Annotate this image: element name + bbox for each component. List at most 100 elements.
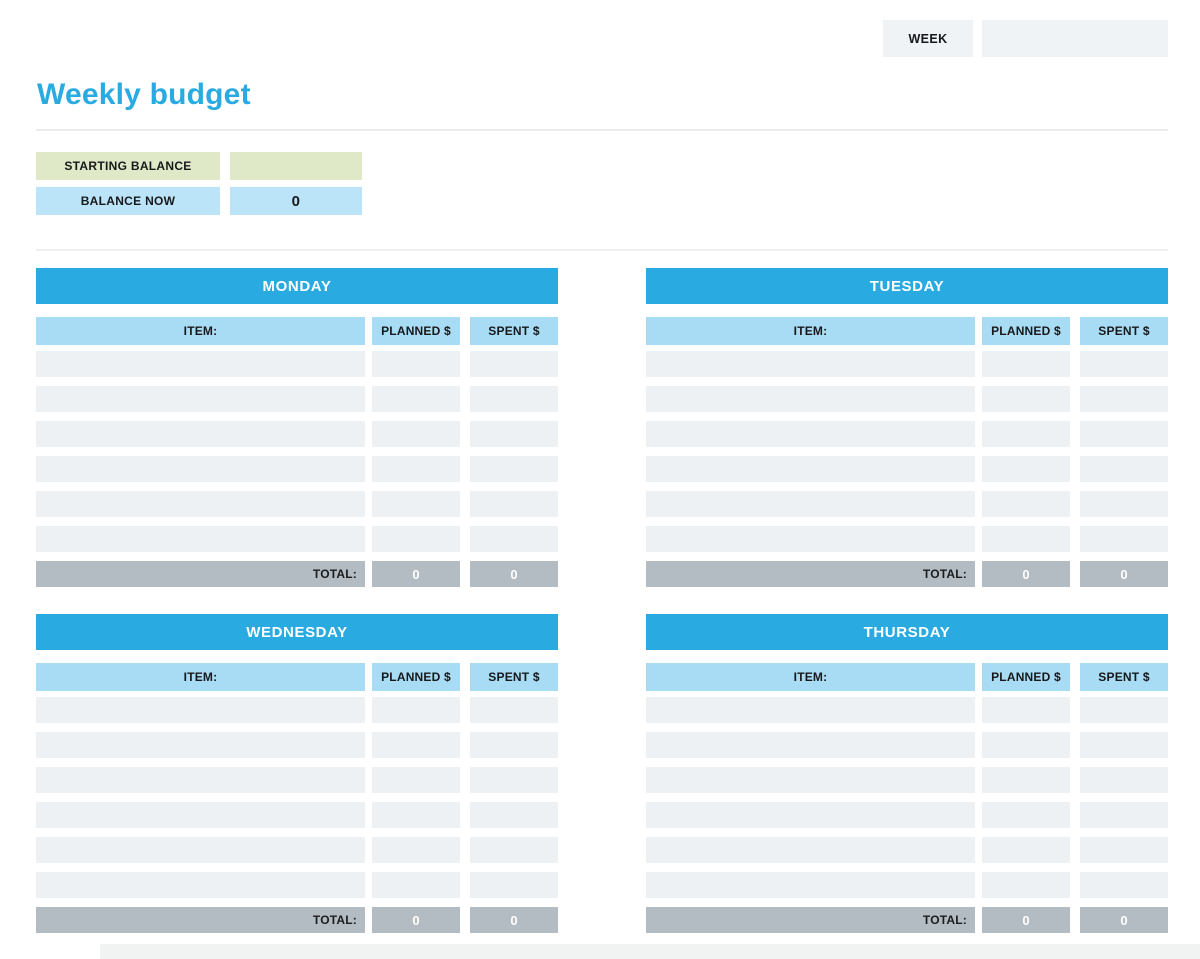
planned-cell[interactable] [372, 802, 460, 828]
item-cell[interactable] [646, 872, 975, 898]
spent-cell[interactable] [1080, 491, 1168, 517]
item-cell[interactable] [36, 802, 365, 828]
item-column-header: ITEM: [646, 317, 975, 345]
table-row [36, 351, 558, 377]
spent-cell[interactable] [1080, 421, 1168, 447]
spent-cell[interactable] [1080, 837, 1168, 863]
item-cell[interactable] [36, 732, 365, 758]
spent-cell[interactable] [470, 837, 558, 863]
item-cell[interactable] [646, 802, 975, 828]
planned-cell[interactable] [982, 526, 1070, 552]
week-label: WEEK [883, 20, 973, 57]
planned-cell[interactable] [982, 421, 1070, 447]
starting-balance-value-cell[interactable] [230, 152, 362, 180]
spent-cell[interactable] [1080, 526, 1168, 552]
spent-cell[interactable] [1080, 872, 1168, 898]
item-cell[interactable] [36, 697, 365, 723]
balance-now-label: BALANCE NOW [36, 187, 220, 215]
spent-cell[interactable] [470, 802, 558, 828]
total-label: TOTAL: [646, 907, 975, 933]
item-cell[interactable] [646, 386, 975, 412]
divider [36, 249, 1168, 251]
item-cell[interactable] [36, 421, 365, 447]
item-cell[interactable] [646, 837, 975, 863]
planned-cell[interactable] [982, 351, 1070, 377]
spent-cell[interactable] [1080, 697, 1168, 723]
planned-cell[interactable] [372, 421, 460, 447]
planned-cell[interactable] [372, 526, 460, 552]
planned-cell[interactable] [982, 767, 1070, 793]
spent-cell[interactable] [1080, 386, 1168, 412]
day-header: MONDAY [36, 268, 558, 304]
total-label: TOTAL: [646, 561, 975, 587]
table-row [646, 351, 1168, 377]
week-value-cell[interactable] [982, 20, 1168, 57]
planned-cell[interactable] [982, 456, 1070, 482]
table-row [36, 767, 558, 793]
item-cell[interactable] [646, 697, 975, 723]
item-cell[interactable] [646, 491, 975, 517]
spent-cell[interactable] [1080, 767, 1168, 793]
item-cell[interactable] [36, 526, 365, 552]
planned-cell[interactable] [372, 872, 460, 898]
spent-cell[interactable] [470, 767, 558, 793]
item-cell[interactable] [646, 456, 975, 482]
total-planned-value: 0 [372, 907, 460, 933]
item-cell[interactable] [36, 386, 365, 412]
item-cell[interactable] [36, 351, 365, 377]
planned-cell[interactable] [372, 837, 460, 863]
planned-cell[interactable] [372, 456, 460, 482]
spent-cell[interactable] [1080, 456, 1168, 482]
planned-cell[interactable] [372, 386, 460, 412]
planned-cell[interactable] [982, 872, 1070, 898]
item-cell[interactable] [646, 526, 975, 552]
page-title: Weekly budget [37, 78, 251, 111]
item-cell[interactable] [36, 872, 365, 898]
planned-cell[interactable] [372, 491, 460, 517]
item-cell[interactable] [36, 456, 365, 482]
column-header-row: ITEM: PLANNED $ SPENT $ [36, 317, 558, 345]
planned-cell[interactable] [372, 767, 460, 793]
planned-cell[interactable] [982, 802, 1070, 828]
planned-column-header: PLANNED $ [372, 317, 460, 345]
table-row [646, 732, 1168, 758]
spent-cell[interactable] [1080, 351, 1168, 377]
table-row [646, 767, 1168, 793]
item-cell[interactable] [646, 767, 975, 793]
planned-cell[interactable] [982, 732, 1070, 758]
item-cell[interactable] [646, 732, 975, 758]
table-row [646, 697, 1168, 723]
item-cell[interactable] [36, 837, 365, 863]
table-row [36, 386, 558, 412]
day-table-wednesday: WEDNESDAY ITEM: PLANNED $ SPENT $ [36, 614, 558, 933]
day-table-thursday: THURSDAY ITEM: PLANNED $ SPENT $ [646, 614, 1168, 933]
spent-cell[interactable] [470, 421, 558, 447]
table-row [646, 491, 1168, 517]
spent-cell[interactable] [1080, 732, 1168, 758]
planned-cell[interactable] [982, 697, 1070, 723]
spent-cell[interactable] [470, 872, 558, 898]
bottom-scroll-strip [100, 944, 1200, 959]
column-header-row: ITEM: PLANNED $ SPENT $ [646, 317, 1168, 345]
spent-cell[interactable] [470, 456, 558, 482]
total-row: TOTAL: 0 0 [646, 561, 1168, 587]
planned-cell[interactable] [372, 732, 460, 758]
item-cell[interactable] [36, 491, 365, 517]
spent-cell[interactable] [470, 491, 558, 517]
spent-cell[interactable] [470, 351, 558, 377]
planned-cell[interactable] [982, 837, 1070, 863]
spent-cell[interactable] [1080, 802, 1168, 828]
planned-cell[interactable] [982, 386, 1070, 412]
table-row [646, 872, 1168, 898]
planned-cell[interactable] [982, 491, 1070, 517]
planned-cell[interactable] [372, 697, 460, 723]
item-cell[interactable] [646, 421, 975, 447]
table-row [646, 456, 1168, 482]
spent-cell[interactable] [470, 386, 558, 412]
spent-cell[interactable] [470, 526, 558, 552]
item-cell[interactable] [646, 351, 975, 377]
spent-cell[interactable] [470, 697, 558, 723]
planned-cell[interactable] [372, 351, 460, 377]
item-cell[interactable] [36, 767, 365, 793]
spent-cell[interactable] [470, 732, 558, 758]
